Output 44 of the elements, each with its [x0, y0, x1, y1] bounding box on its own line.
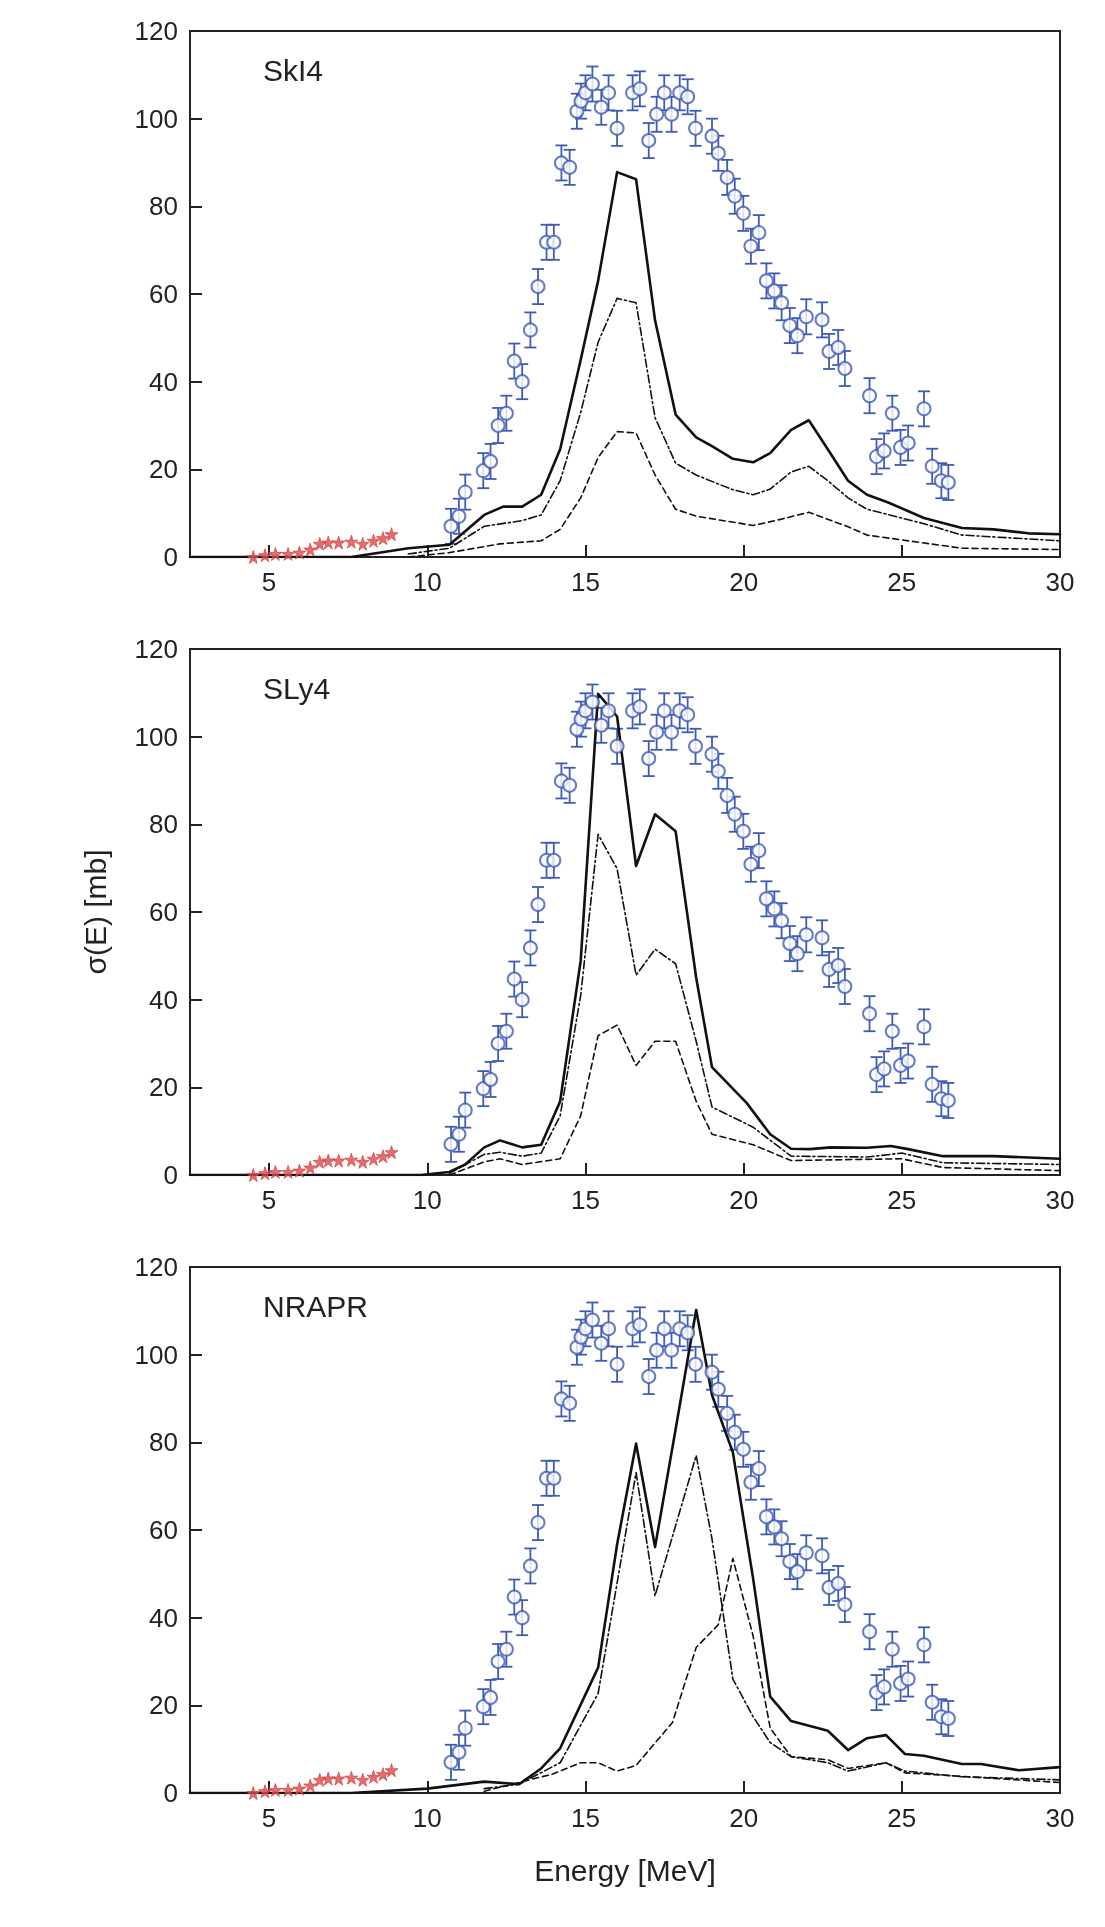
- y-tick-label: 20: [149, 1690, 178, 1721]
- y-tick-label: 40: [149, 984, 178, 1015]
- x-tick-label: 15: [570, 1803, 600, 1833]
- x-tick-label: 30: [1045, 1185, 1075, 1215]
- x-tick-label: 30: [1045, 567, 1075, 597]
- y-tick-label: 80: [149, 1427, 178, 1458]
- y-tick-label: 20: [149, 1072, 178, 1103]
- y-tick-label: 20: [149, 454, 178, 485]
- y-tick-label: 80: [149, 191, 178, 222]
- y-tick-label: 100: [134, 721, 178, 752]
- x-tick-label: 20: [729, 1185, 759, 1215]
- y-tick-label: 40: [149, 1602, 178, 1633]
- y-tick-label: 0: [163, 542, 178, 572]
- y-tick-label: 120: [134, 16, 178, 46]
- x-tick-label: 20: [729, 567, 759, 597]
- x-tick-label: 15: [570, 1185, 600, 1215]
- y-axis-title: σ(E) [mb]: [78, 849, 112, 975]
- y-tick-label: 120: [134, 634, 178, 664]
- text: NRAPR: [263, 1289, 369, 1323]
- y-tick-label: 60: [149, 897, 178, 927]
- x-tick-label: 10: [412, 567, 442, 597]
- y-tick-label: 100: [134, 103, 178, 134]
- y-tick-label: 80: [149, 809, 178, 840]
- x-tick-label: 5: [261, 1185, 277, 1215]
- x-tick-label: 20: [729, 1803, 759, 1833]
- x-tick-label: 5: [261, 1803, 277, 1833]
- x-tick-label: 15: [570, 567, 600, 597]
- x-axis-title: Energy [MeV]: [534, 1853, 716, 1887]
- text: SLy4: [263, 671, 331, 705]
- y-tick-label: 40: [149, 366, 178, 397]
- y-tick-label: 120: [134, 1252, 178, 1282]
- y-tick-label: 100: [134, 1339, 178, 1370]
- x-tick-label: 25: [887, 567, 917, 597]
- y-tick-label: 0: [163, 1778, 178, 1808]
- x-tick-label: 25: [887, 1185, 917, 1215]
- x-tick-label: 30: [1045, 1803, 1075, 1833]
- x-tick-label: 10: [412, 1803, 442, 1833]
- x-tick-label: 10: [412, 1185, 442, 1215]
- x-tick-label: 5: [261, 567, 277, 597]
- y-tick-label: 60: [149, 279, 178, 309]
- y-tick-label: 60: [149, 1515, 178, 1545]
- x-tick-label: 25: [887, 1803, 917, 1833]
- y-tick-label: 0: [163, 1160, 178, 1190]
- text: SkI4: [263, 53, 324, 87]
